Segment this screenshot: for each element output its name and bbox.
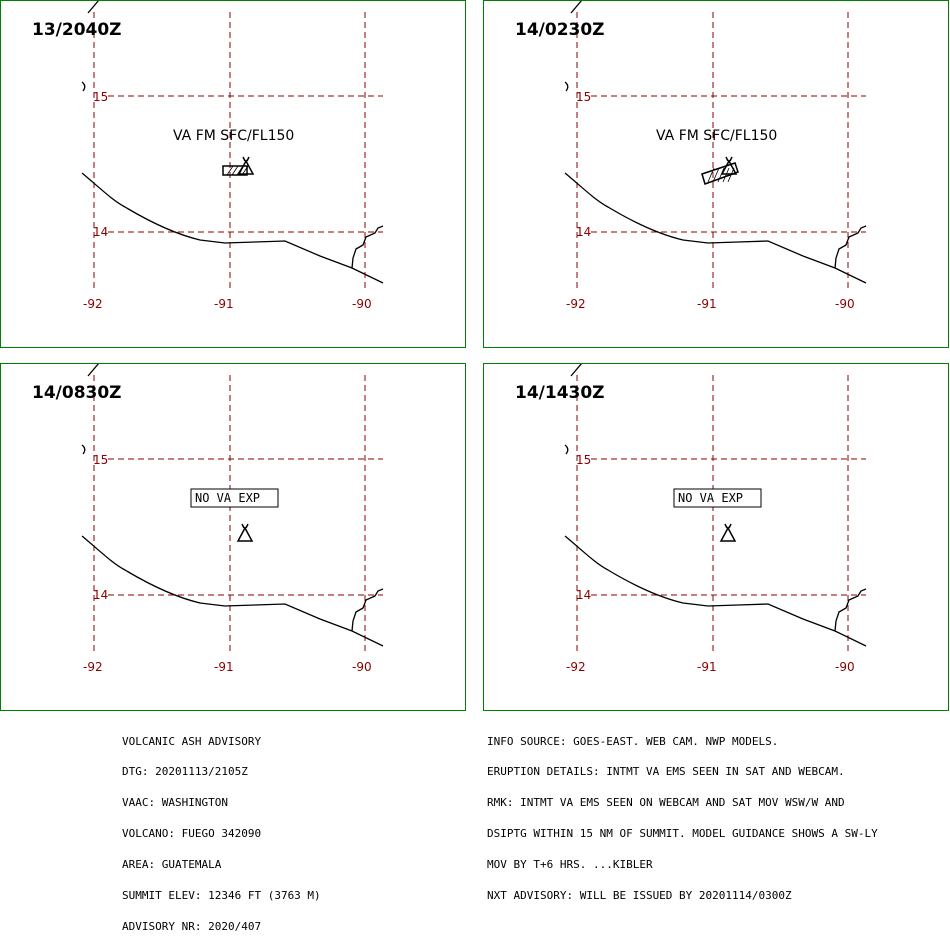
advisory-details-block: INFO SOURCE: GOES-EAST. WEB CAM. NWP MOD…: [487, 716, 878, 912]
lat-label: 14: [576, 225, 591, 239]
advisory-line: VOLCANO: FUEGO 342090: [122, 827, 262, 841]
coastline: [564, 535, 867, 647]
graticule: [576, 12, 866, 292]
no-exp-box: [190, 488, 279, 508]
lat-label: 15: [93, 90, 108, 104]
advisory-line: VAAC: WASHINGTON: [122, 796, 228, 810]
va-height-label: VA FM SFC/FL150: [173, 128, 294, 144]
lon-label: -90: [835, 297, 855, 311]
advisory-line: NXT ADVISORY: WILL BE ISSUED BY 20201114…: [487, 889, 792, 903]
island-fragment: [564, 81, 569, 92]
panel-time-label: 14/1430Z: [515, 383, 605, 403]
panel-frame: [0, 363, 466, 711]
lon-label: -91: [697, 297, 717, 311]
lon-label: -91: [214, 660, 234, 674]
no-exp-label: NO VA EXP: [678, 491, 743, 505]
lon-label: -92: [83, 660, 103, 674]
advisory-line: VOLCANIC ASH ADVISORY: [122, 734, 262, 748]
lat-label: 14: [576, 588, 591, 602]
lat-label: 15: [576, 453, 591, 467]
graticule: [576, 375, 866, 655]
panel-time-label: 13/2040Z: [32, 20, 122, 40]
forecast-panel-2: 15 14 -92 -91 -90 14/0230Z VA FM SFC/FL150: [483, 0, 949, 348]
advisory-line: AREA: GUATEMALA: [122, 858, 222, 872]
coastline: [81, 535, 384, 647]
coast-fragment: [570, 363, 583, 377]
volcano-icon: [719, 523, 737, 542]
lon-label: -90: [352, 297, 372, 311]
island-fragment: [81, 81, 86, 92]
panel-time-label: 14/0230Z: [515, 20, 605, 40]
no-exp-box: [673, 488, 762, 508]
advisory-line: ADVISORY NR: 2020/407: [122, 919, 262, 933]
advisory-line: SUMMIT ELEV: 12346 FT (3763 M): [122, 889, 321, 903]
graticule: [93, 12, 383, 292]
volcano-icon: [236, 523, 254, 542]
advisory-line: INFO SOURCE: GOES-EAST. WEB CAM. NWP MOD…: [487, 734, 779, 748]
panel-frame: [483, 363, 949, 711]
ash-cloud: [222, 165, 249, 176]
volcano-icon: [237, 156, 255, 175]
map-svg: 15 14 -92 -91 -90 14/0830Z NO VA EXP: [0, 363, 466, 711]
no-exp-label: NO VA EXP: [195, 491, 260, 505]
coast-fragment: [87, 363, 100, 377]
forecast-panel-1: 15 14 -92 -91 -90 13/2040Z VA FM SFC/FL150: [0, 0, 466, 348]
lon-label: -92: [83, 297, 103, 311]
advisory-line: MOV BY T+6 HRS. ...KIBLER: [487, 858, 653, 872]
border-line: [351, 588, 384, 632]
advisory-line: DTG: 20201113/2105Z: [122, 765, 248, 779]
map-svg: 15 14 -92 -91 -90 13/2040Z VA FM SFC/FL150: [0, 0, 466, 348]
lat-label: 14: [93, 225, 108, 239]
advisory-line: DSIPTG WITHIN 15 NM OF SUMMIT. MODEL GUI…: [487, 827, 878, 841]
island-fragment: [81, 444, 86, 455]
lon-label: -91: [214, 297, 234, 311]
forecast-panel-4: 15 14 -92 -91 -90 14/1430Z NO VA EXP: [483, 363, 949, 711]
panel-frame: [483, 0, 949, 348]
advisory-line: ERUPTION DETAILS: INTMT VA EMS SEEN IN S…: [487, 765, 845, 779]
coast-fragment: [87, 0, 100, 14]
lon-label: -92: [566, 297, 586, 311]
lat-label: 14: [93, 588, 108, 602]
panel-frame: [0, 0, 466, 348]
coastline: [564, 172, 867, 284]
coastline: [81, 172, 384, 284]
island-fragment: [564, 444, 569, 455]
lon-label: -90: [835, 660, 855, 674]
forecast-panel-3: 15 14 -92 -91 -90 14/0830Z NO VA EXP: [0, 363, 466, 711]
lat-label: 15: [93, 453, 108, 467]
lon-label: -92: [566, 660, 586, 674]
border-line: [834, 225, 867, 269]
advisory-line: RMK: INTMT VA EMS SEEN ON WEBCAM AND SAT…: [487, 796, 845, 810]
panel-time-label: 14/0830Z: [32, 383, 122, 403]
va-height-label: VA FM SFC/FL150: [656, 128, 777, 144]
map-svg: 15 14 -92 -91 -90 14/1430Z NO VA EXP: [483, 363, 949, 711]
border-line: [351, 225, 384, 269]
volcano-icon: [720, 156, 738, 175]
map-svg: 15 14 -92 -91 -90 14/0230Z VA FM SFC/FL150: [483, 0, 949, 348]
ash-cloud: [701, 162, 739, 185]
coast-fragment: [570, 0, 583, 14]
lon-label: -91: [697, 660, 717, 674]
advisory-header-block: VOLCANIC ASH ADVISORY DTG: 20201113/2105…: [122, 716, 321, 943]
graticule: [93, 375, 383, 655]
lon-label: -90: [352, 660, 372, 674]
lat-label: 15: [576, 90, 591, 104]
border-line: [834, 588, 867, 632]
